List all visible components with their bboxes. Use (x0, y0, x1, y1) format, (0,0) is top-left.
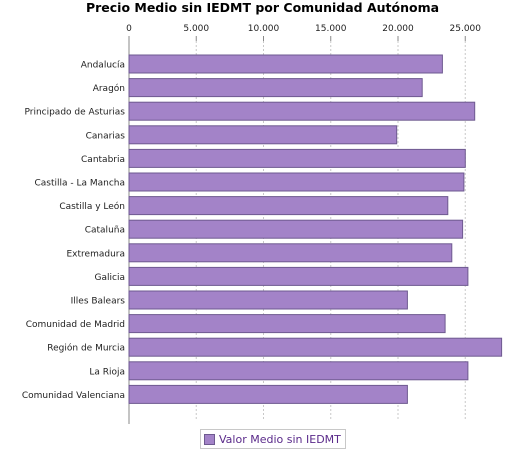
category-label: La Rioja (89, 367, 125, 377)
bar (128, 125, 398, 145)
bar (128, 54, 443, 74)
legend-swatch (204, 433, 215, 445)
bar-chart: 0 5.000 10.000 15.000 20.000 25.000 Andalucía A… (22, 24, 503, 424)
category-label: Cantabria (81, 155, 125, 165)
category-label: Cataluña (85, 226, 125, 236)
category-label: Principado de Asturias (24, 108, 125, 118)
legend: Valor Medio sin IEDMT (200, 429, 346, 449)
x-tick-label: 10.000 (248, 24, 280, 34)
category-label: Aragón (93, 83, 125, 94)
category-label: Galicia (95, 273, 125, 283)
x-tick-label: 15.000 (315, 24, 347, 34)
bar (128, 243, 453, 263)
bar (128, 101, 476, 121)
bar (128, 337, 503, 357)
category-label: Castilla - La Mancha (34, 179, 125, 189)
category-label: Illes Balears (71, 297, 126, 307)
category-label: Andalucía (81, 61, 125, 71)
category-label: Región de Murcia (47, 343, 125, 354)
bar (128, 384, 408, 404)
bar (128, 148, 466, 168)
bar (128, 172, 465, 192)
bar (128, 78, 423, 98)
category-label: Comunidad Valenciana (22, 391, 125, 401)
x-tick-label: 25.000 (450, 24, 482, 34)
category-label: Extremadura (67, 249, 126, 259)
category-label: Castilla y León (59, 201, 125, 212)
x-tick-label: 20.000 (382, 24, 414, 34)
bar (128, 196, 449, 216)
chart-title: Precio Medio sin IEDMT por Comunidad Aut… (85, 0, 440, 15)
bar (128, 361, 469, 381)
bar (128, 219, 464, 239)
x-tick-label: 0 (126, 24, 132, 34)
bar (128, 266, 469, 286)
legend-label: Valor Medio sin IEDMT (219, 432, 341, 446)
category-label: Canarias (86, 131, 126, 141)
bar (128, 290, 408, 310)
category-label: Comunidad de Madrid (26, 320, 125, 330)
x-tick-label: 5.000 (183, 24, 209, 34)
bar (128, 314, 446, 334)
